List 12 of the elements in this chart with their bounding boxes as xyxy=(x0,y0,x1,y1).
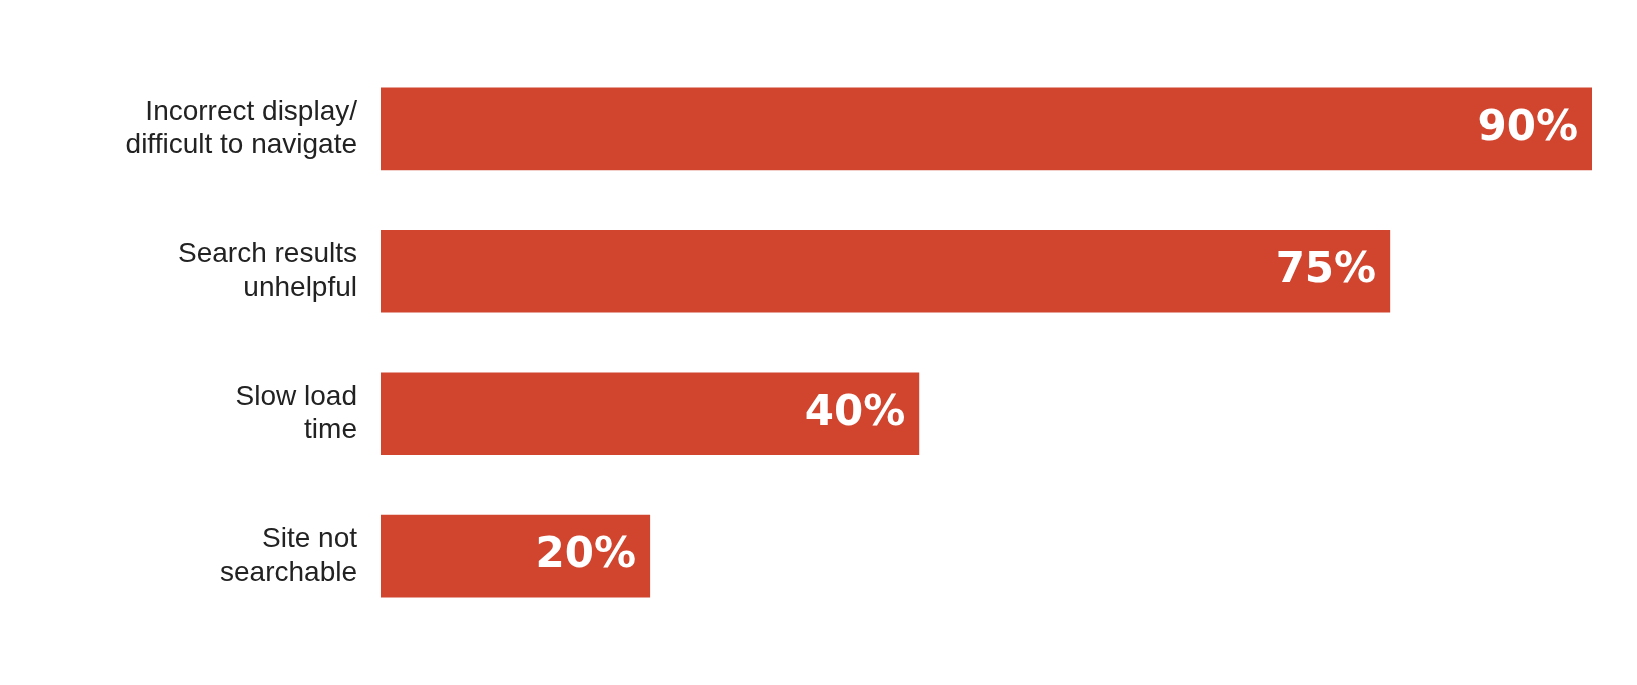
bar xyxy=(381,514,651,598)
y-tick-label: Slow load time xyxy=(235,379,357,445)
bar xyxy=(381,372,920,456)
y-tick-label: Search results unhelpful xyxy=(178,237,357,302)
data-label: 75% xyxy=(1275,243,1377,293)
y-tick-label: Incorrect display/ difficult to navigate xyxy=(125,94,358,160)
data-label: 90% xyxy=(1477,100,1578,150)
data-label: 40% xyxy=(804,385,906,435)
bar xyxy=(381,229,1391,313)
data-label: 20% xyxy=(535,528,637,578)
bar xyxy=(381,87,1592,171)
y-tick-label: Site not searchable xyxy=(220,522,358,587)
